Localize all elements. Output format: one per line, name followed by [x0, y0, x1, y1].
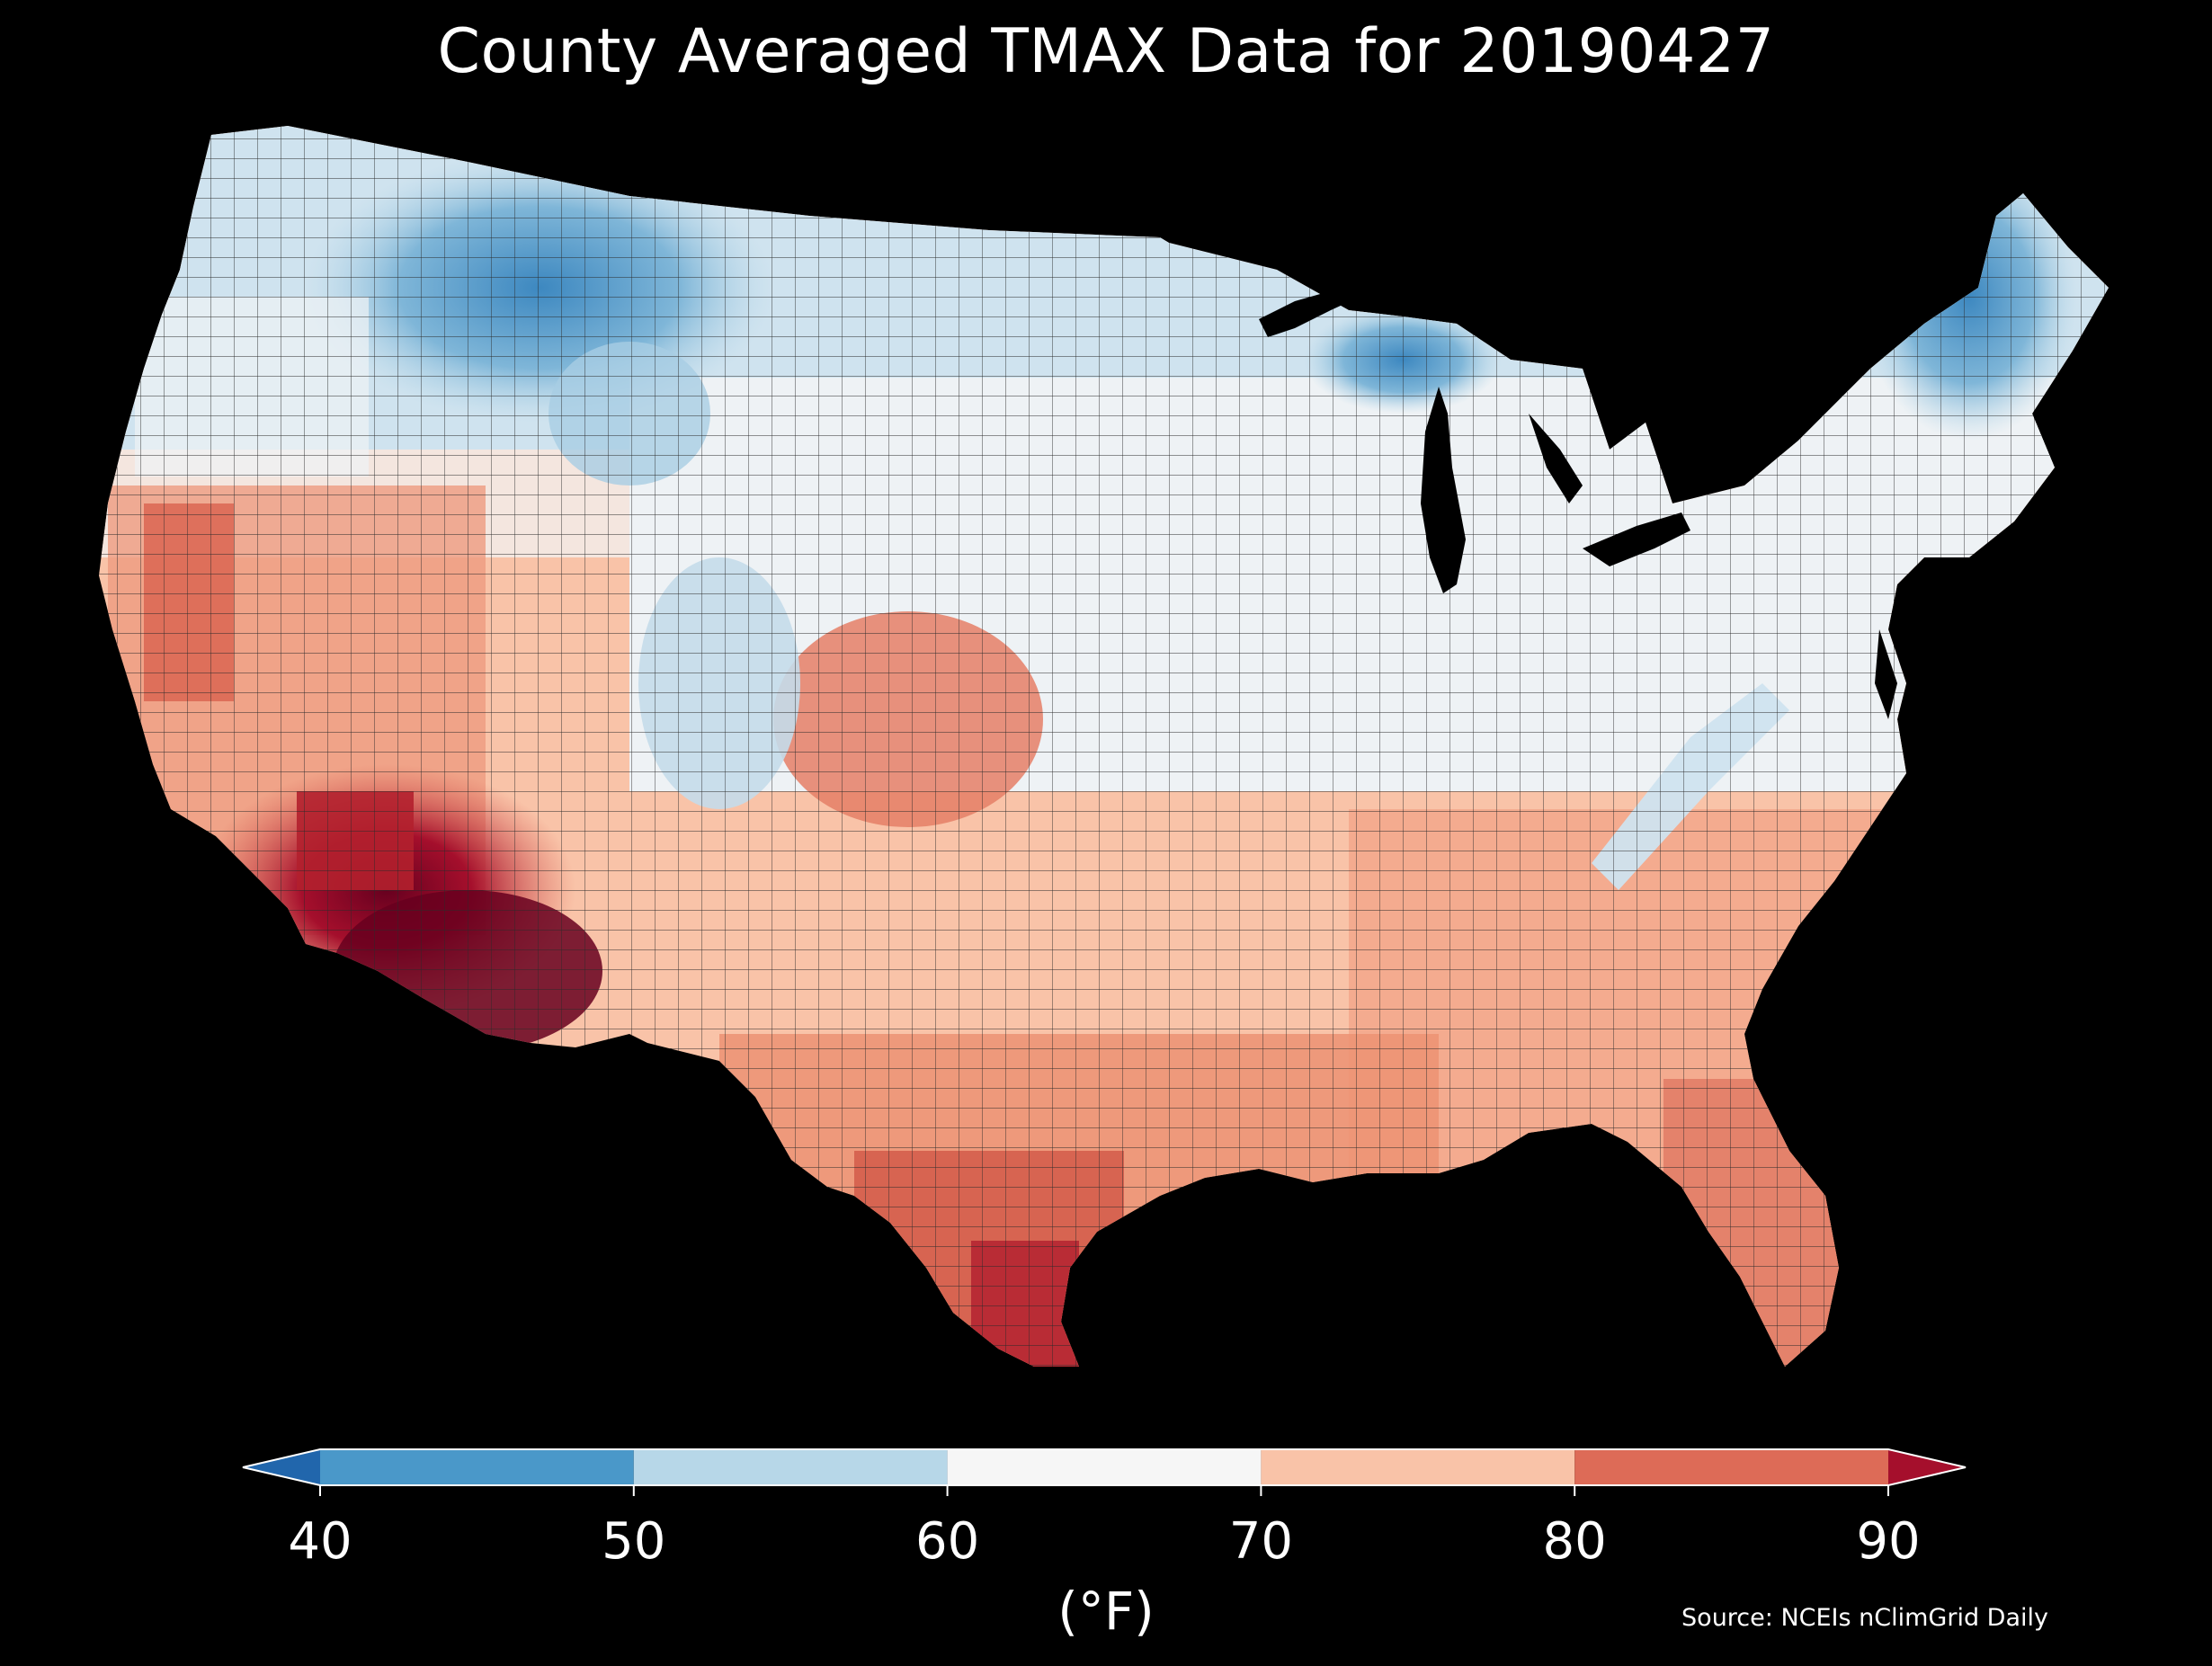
colorbar-tick-label: 90 — [1856, 1512, 1921, 1571]
colorbar-unit-label: (°F) — [1057, 1581, 1155, 1642]
colorbar-tick-label: 60 — [914, 1512, 980, 1571]
colorbar-bin — [320, 1449, 634, 1485]
colorbar-over-triangle — [1888, 1449, 1966, 1485]
colorbar-bin — [1261, 1449, 1575, 1485]
source-credit: Source: NCEIs nClimGrid Daily — [1681, 1604, 2048, 1632]
colorbar-tick-label: 70 — [1228, 1512, 1294, 1571]
colorbar-bin — [633, 1449, 948, 1485]
colorbar-tick-label: 40 — [288, 1512, 352, 1571]
colorbar-bin — [947, 1449, 1262, 1485]
colorbar-under-triangle — [243, 1449, 320, 1485]
map-title: County Averaged TMAX Data for 20190427 — [437, 16, 1775, 87]
colorbar-tick-label: 80 — [1542, 1512, 1607, 1571]
colorbar-tick-label: 50 — [602, 1512, 666, 1571]
colorbar-bin — [1574, 1449, 1888, 1485]
